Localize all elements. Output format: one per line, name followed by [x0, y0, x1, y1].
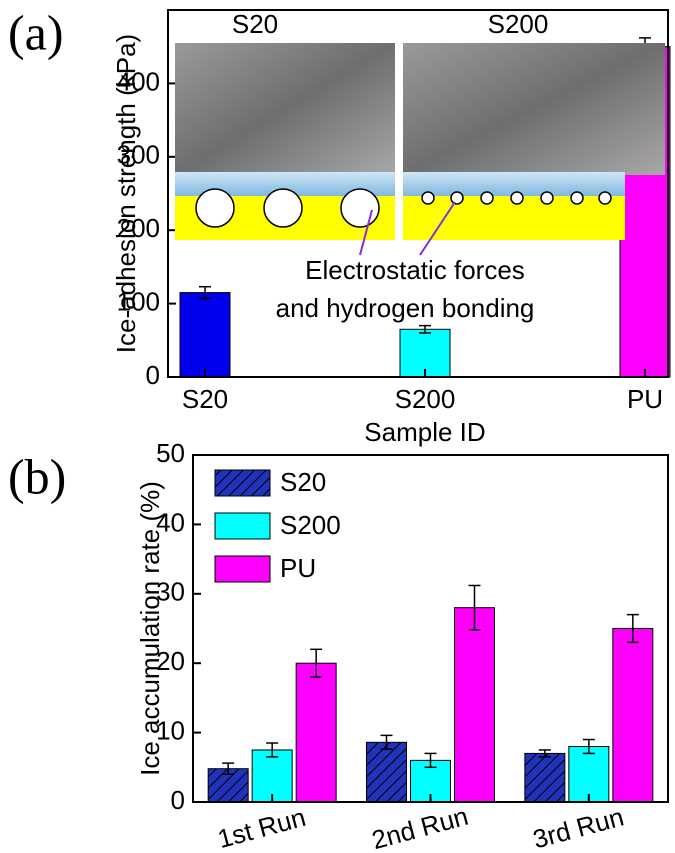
- x-tick-label: 3rd Run: [530, 801, 627, 853]
- sem-image: [403, 43, 665, 175]
- x-axis-label: Sample ID: [364, 417, 485, 447]
- x-tick-label: S20: [182, 384, 228, 414]
- panel-label: (b): [8, 448, 66, 504]
- legend-label: PU: [280, 553, 316, 583]
- x-tick-label: 2nd Run: [369, 801, 472, 853]
- y-tick-label: 200: [117, 213, 160, 243]
- y-axis-label: Ice accumulation rate (%): [135, 481, 165, 776]
- legend-swatch: [214, 512, 271, 540]
- y-tick-label: 300: [117, 140, 160, 170]
- y-axis-label: Ice-adhesion strength (kPa): [111, 34, 141, 353]
- sem-image: [175, 43, 395, 175]
- bar: [612, 628, 654, 803]
- legend-label: S200: [280, 510, 341, 540]
- annotation: S200: [488, 9, 549, 39]
- plot-frame: [192, 454, 669, 803]
- y-tick-label: 10: [156, 715, 185, 745]
- y-tick-label: 30: [156, 577, 185, 607]
- y-tick-label: 100: [117, 286, 160, 316]
- x-tick-label: S200: [395, 384, 456, 414]
- bar: [454, 607, 495, 803]
- y-tick-label: 50: [156, 438, 185, 468]
- y-tick-label: 400: [117, 66, 160, 96]
- inset-illustration: [175, 43, 665, 256]
- legend-swatch: [214, 469, 271, 497]
- bar: [366, 741, 407, 803]
- arrows: [359, 201, 456, 256]
- y-tick-label: 40: [156, 507, 185, 537]
- y-tick-label: 20: [156, 646, 185, 676]
- y-tick-label: 0: [171, 785, 185, 815]
- panel-label: (a): [8, 4, 64, 60]
- bar: [524, 752, 566, 803]
- legend-label: S20: [280, 467, 326, 497]
- x-tick-label: 1st Run: [214, 802, 308, 853]
- bar: [568, 745, 610, 803]
- bar: [295, 662, 337, 803]
- annotation: and hydrogen bonding: [276, 293, 535, 323]
- x-tick-label: PU: [627, 384, 663, 414]
- annotation: S20: [232, 9, 278, 39]
- annotation: Electrostatic forces: [305, 255, 525, 285]
- y-tick-label: 0: [146, 360, 160, 390]
- plot-frame: [167, 9, 669, 378]
- bar: [179, 292, 231, 378]
- legend-swatch: [214, 555, 271, 583]
